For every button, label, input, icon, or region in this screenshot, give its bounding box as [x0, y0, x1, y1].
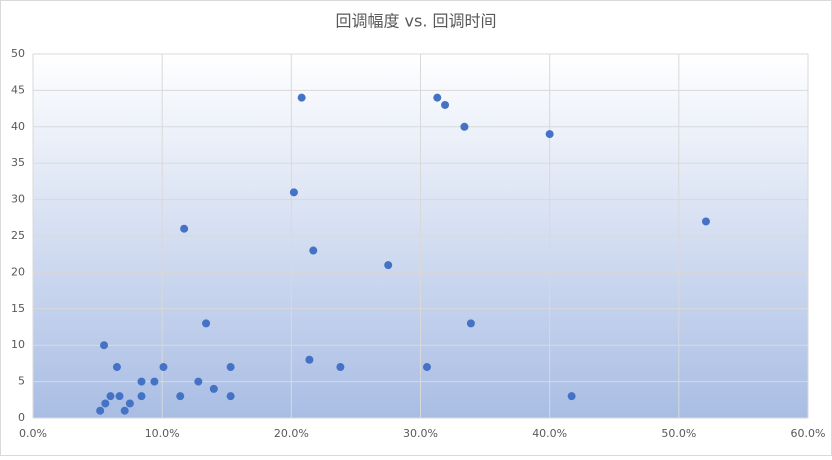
point — [137, 392, 146, 401]
y-tick-label: 15 — [11, 302, 25, 315]
x-tick-label: 50.0% — [661, 427, 696, 440]
point — [101, 399, 110, 408]
y-tick-label: 25 — [11, 229, 25, 242]
x-tick-label: 30.0% — [403, 427, 438, 440]
y-tick-label: 20 — [11, 265, 25, 278]
x-tick-label: 10.0% — [145, 427, 180, 440]
point — [441, 100, 450, 109]
point — [112, 363, 121, 372]
point — [176, 392, 185, 401]
point — [289, 188, 298, 197]
point — [137, 377, 146, 386]
point — [545, 130, 554, 139]
y-tick-label: 40 — [11, 120, 25, 133]
y-tick-label: 35 — [11, 156, 25, 169]
point — [115, 392, 124, 401]
point — [106, 392, 115, 401]
point — [209, 384, 218, 393]
y-tick-label: 50 — [11, 47, 25, 60]
point — [202, 319, 211, 328]
y-tick-label: 0 — [18, 411, 25, 424]
point — [150, 377, 159, 386]
point — [226, 363, 235, 372]
point — [125, 399, 134, 408]
y-tick-label: 10 — [11, 338, 25, 351]
y-tick-label: 45 — [11, 83, 25, 96]
point — [460, 122, 469, 131]
point — [194, 377, 203, 386]
point — [297, 93, 306, 102]
point — [701, 217, 710, 226]
point — [180, 224, 189, 233]
point — [305, 355, 314, 364]
point — [96, 406, 105, 415]
x-tick-label: 0.0% — [19, 427, 47, 440]
point — [433, 93, 442, 102]
y-tick-label: 30 — [11, 193, 25, 206]
point — [567, 392, 576, 401]
point — [309, 246, 318, 255]
y-tick-label: 5 — [18, 375, 25, 388]
x-tick-label: 20.0% — [274, 427, 309, 440]
x-tick-label: 40.0% — [532, 427, 567, 440]
point — [226, 392, 235, 401]
x-tick-label: 60.0% — [791, 427, 826, 440]
point — [336, 363, 345, 372]
point — [159, 363, 168, 372]
point — [384, 261, 393, 270]
chart-title: 回调幅度 vs. 回调时间 — [335, 12, 496, 31]
point — [422, 363, 431, 372]
point — [120, 406, 129, 415]
point — [100, 341, 109, 350]
point — [466, 319, 475, 328]
